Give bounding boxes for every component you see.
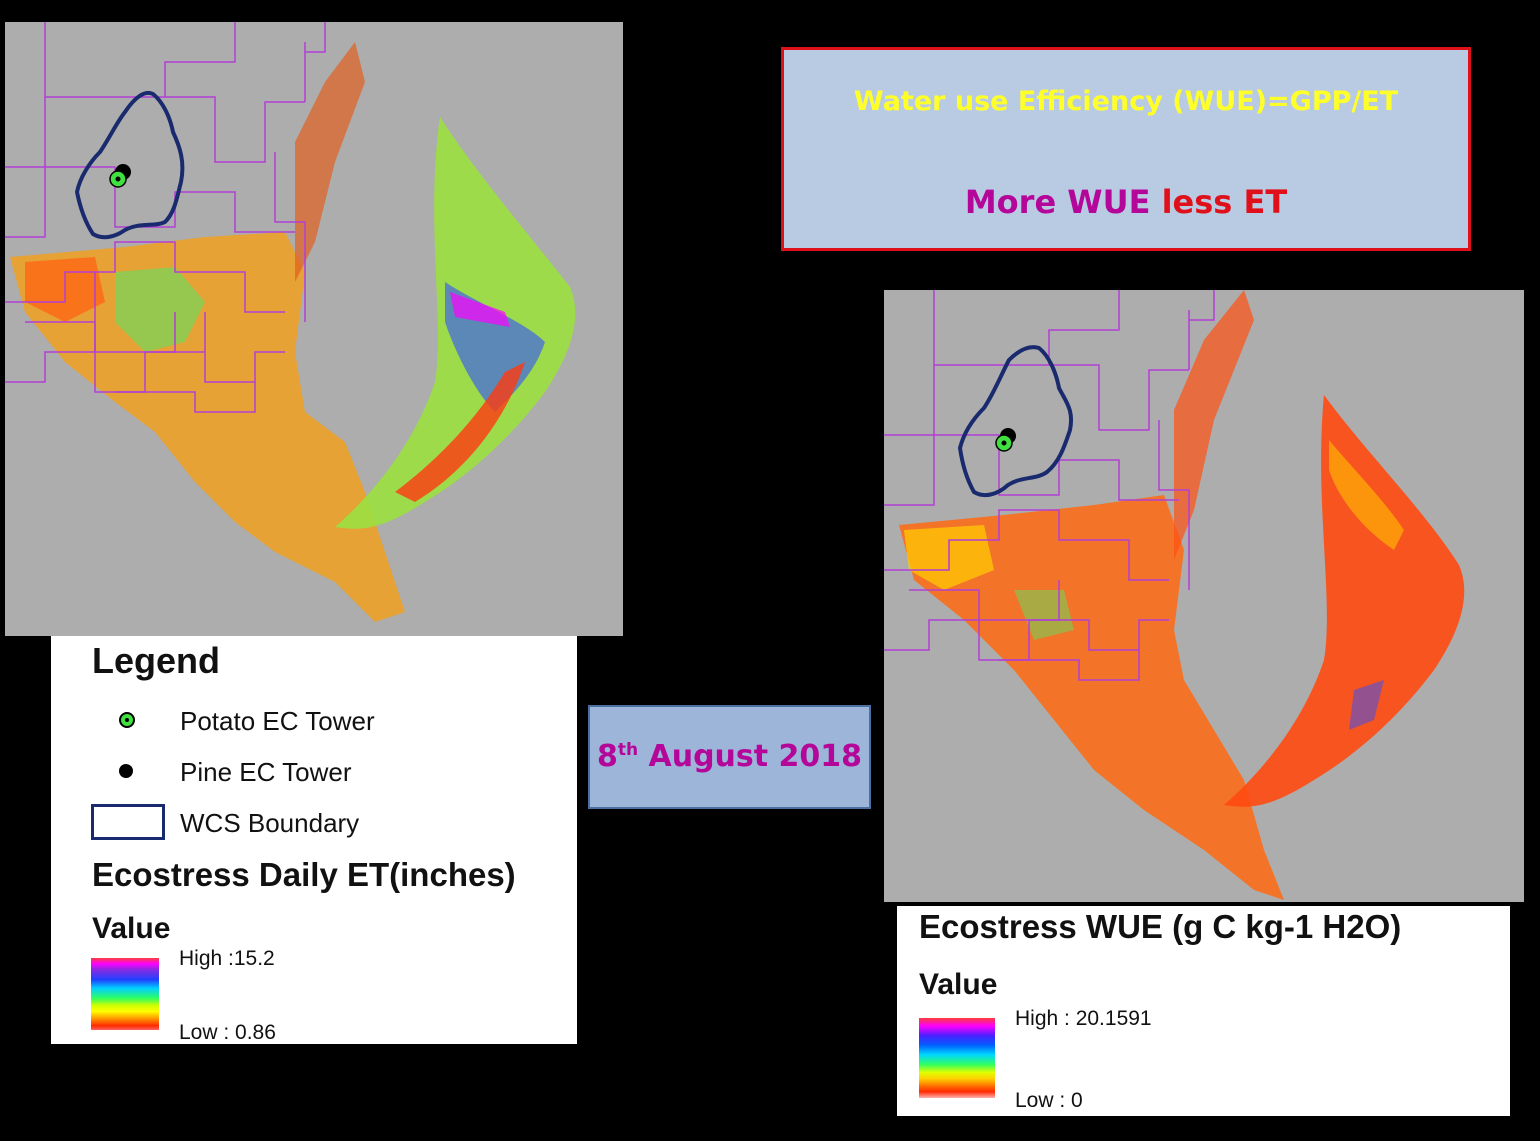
date-month-year: August 2018 [638, 739, 863, 774]
wue-map-canvas [884, 290, 1465, 900]
et-land-west-green [115, 267, 205, 352]
wue-land-east-arc [1224, 395, 1465, 807]
wue-low-label: Low : 0 [1015, 1089, 1083, 1112]
wcs-boundary [74, 91, 185, 240]
et-high-label: High :15.2 [179, 947, 275, 970]
date-suffix: th [617, 740, 639, 760]
legend-item-potato-tower: Potato EC Tower [180, 706, 375, 736]
wue-map [884, 290, 1524, 902]
wue-definition-box: Water use Efficiency (WUE)=GPP/ET More W… [781, 47, 1471, 251]
et-land-west [10, 232, 405, 622]
wue-summary-text: More WUE less ET [784, 183, 1468, 221]
wue-land-west [899, 495, 1284, 900]
et-layer-title: Ecostress Daily ET(inches) [92, 856, 516, 893]
et-map-canvas [5, 22, 576, 622]
et-map [5, 22, 623, 636]
legend-title: Legend [92, 640, 221, 681]
wue-land-north-strip [1174, 290, 1254, 560]
wcs-boundary [957, 345, 1073, 498]
wue-legend: Ecostress WUE (g C kg-1 H2O) Value High … [897, 906, 1510, 1116]
et-color-ramp [91, 958, 159, 1030]
et-land-north-strip [295, 42, 365, 282]
et-low-label: Low : 0.86 [179, 1021, 276, 1044]
black-dot-icon [119, 764, 133, 778]
wue-layer-title: Ecostress WUE (g C kg-1 H2O) [919, 908, 1402, 945]
wue-land-east-yellow [1329, 440, 1404, 550]
less-et-text: less ET [1161, 183, 1288, 221]
et-land-east-arc-red [395, 362, 525, 502]
wue-value-label: Value [919, 968, 998, 1001]
wue-color-ramp [919, 1018, 995, 1098]
county-lines [884, 290, 1215, 681]
et-legend: Legend Potato EC Tower Pine EC Tower WCS… [51, 636, 577, 1044]
et-value-label: Value [92, 912, 171, 945]
et-land-east-arc-magenta [450, 292, 510, 327]
wue-high-label: High : 20.1591 [1015, 1007, 1152, 1030]
wue-formula-text: Water use Efficiency (WUE)=GPP/ET [853, 86, 1399, 117]
date-text: 8th August 2018 [590, 739, 869, 774]
date-day: 8 [596, 739, 618, 774]
wue-land-blue-patch [1349, 680, 1384, 730]
green-target-dot-icon [119, 712, 135, 728]
date-box: 8th August 2018 [588, 705, 871, 809]
legend-item-pine-tower: Pine EC Tower [180, 757, 352, 787]
navy-outline-box-icon [91, 804, 165, 840]
legend-item-wcs-boundary: WCS Boundary [180, 808, 360, 838]
more-wue-text: More WUE [964, 183, 1162, 221]
